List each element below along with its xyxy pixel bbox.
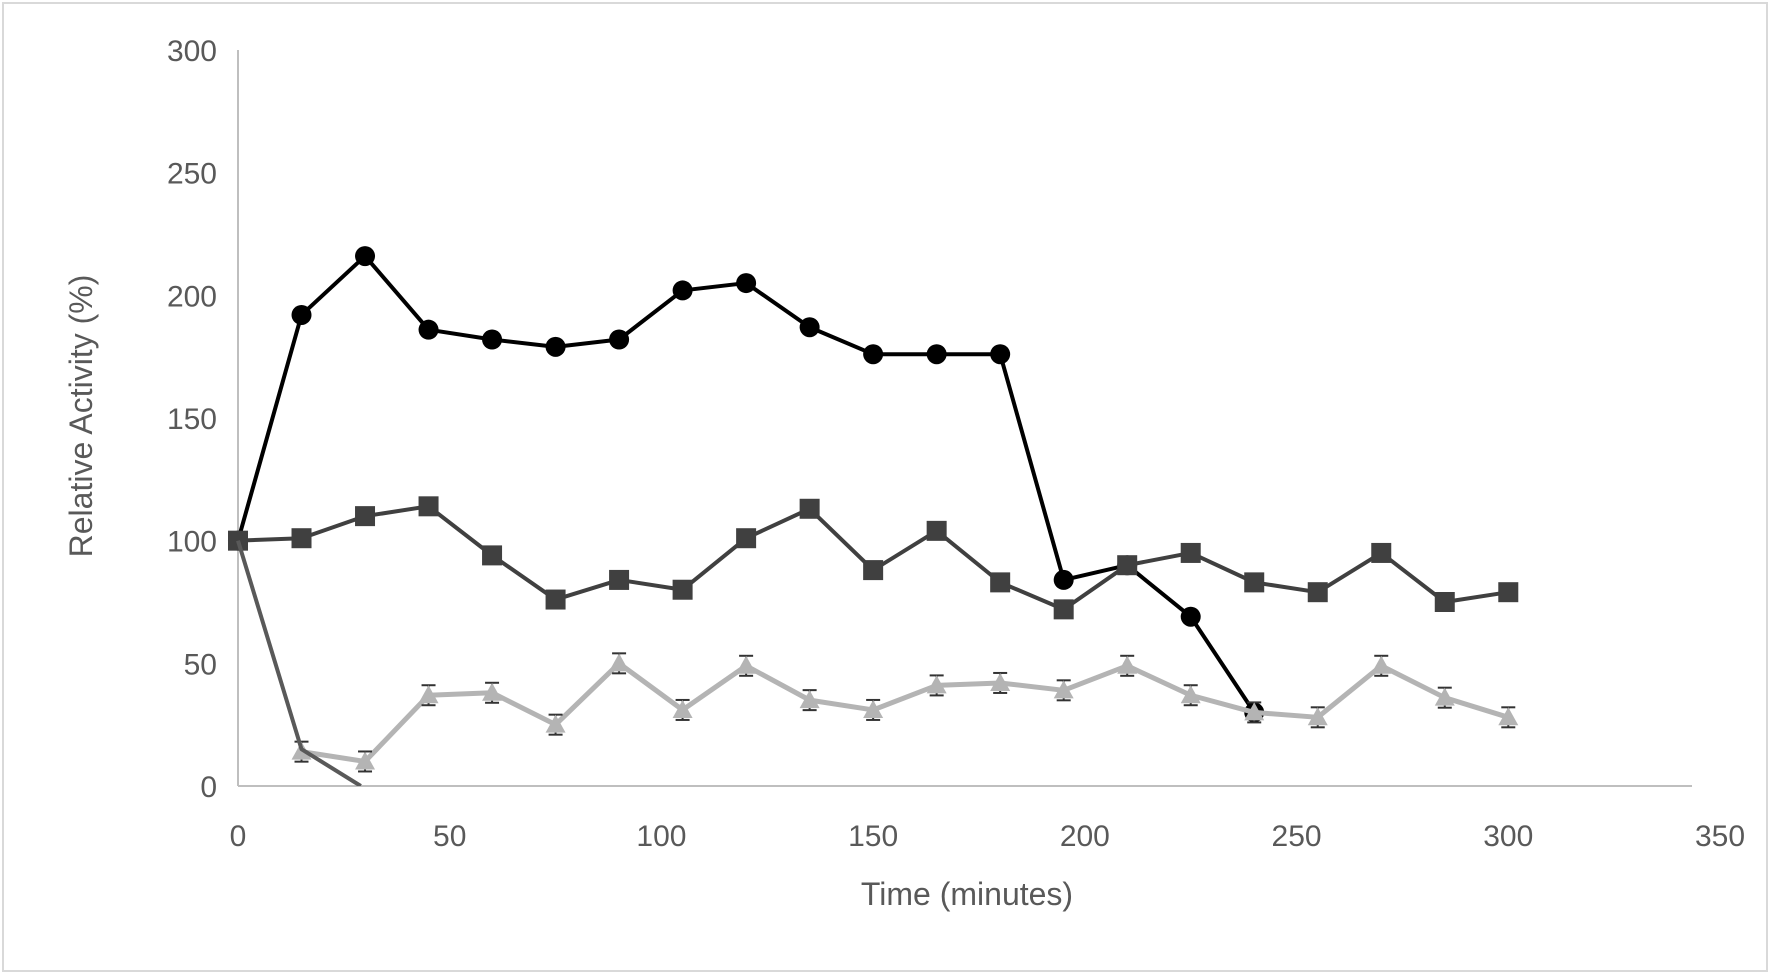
data-point	[1180, 606, 1201, 627]
data-point	[736, 655, 757, 674]
data-point	[545, 589, 566, 610]
y-tick-label: 50	[184, 648, 217, 681]
y-tick-label: 300	[167, 35, 217, 68]
data-point	[355, 751, 376, 770]
series-1	[228, 246, 1265, 723]
axes	[237, 50, 1692, 787]
data-point	[291, 528, 312, 549]
data-point	[672, 699, 693, 718]
data-point	[1498, 582, 1519, 603]
series-layer	[228, 246, 1519, 786]
y-tick-label: 250	[167, 158, 217, 191]
data-point	[418, 319, 439, 340]
data-point	[418, 496, 439, 517]
data-point	[926, 520, 947, 541]
series-2	[228, 496, 1519, 620]
data-point	[609, 653, 630, 672]
x-tick-label: 50	[433, 820, 466, 853]
data-point	[1180, 685, 1201, 704]
data-point	[799, 317, 820, 338]
data-point	[609, 329, 630, 350]
y-tick-label: 0	[200, 771, 217, 804]
data-point	[355, 246, 376, 267]
data-point	[926, 344, 947, 365]
data-point	[1307, 582, 1328, 603]
y-tick-label: 200	[167, 280, 217, 313]
y-axis-title: Relative Activity (%)	[63, 275, 99, 558]
data-point	[1371, 542, 1392, 563]
data-point	[990, 672, 1011, 691]
data-point	[482, 682, 503, 701]
data-point	[1371, 655, 1392, 674]
data-point	[863, 699, 884, 718]
data-point	[672, 579, 693, 600]
x-tick-label: 150	[848, 820, 898, 853]
data-point	[545, 714, 566, 733]
data-point	[990, 572, 1011, 593]
data-point	[1244, 702, 1265, 721]
series-3	[291, 652, 1519, 773]
x-tick-label: 300	[1483, 820, 1533, 853]
data-point	[990, 344, 1011, 365]
data-point	[926, 675, 947, 694]
data-point	[482, 545, 503, 566]
data-point	[355, 506, 376, 527]
x-tick-label: 0	[230, 820, 247, 853]
data-point	[609, 569, 630, 590]
data-point	[1434, 592, 1455, 612]
data-point	[1053, 680, 1074, 699]
y-tick-label: 150	[167, 403, 217, 436]
data-point	[1180, 542, 1201, 563]
data-point	[1244, 572, 1265, 593]
series-3-line	[301, 660, 1510, 764]
data-point	[736, 273, 757, 294]
x-tick-label: 350	[1695, 820, 1745, 853]
data-point	[799, 498, 820, 519]
x-tick-label: 100	[636, 820, 686, 853]
series-4	[236, 540, 362, 786]
data-point	[1053, 569, 1074, 590]
x-tick-label: 250	[1272, 820, 1322, 853]
data-point	[863, 344, 884, 365]
data-point	[545, 336, 566, 357]
data-point	[863, 560, 884, 581]
x-tick-label: 200	[1060, 820, 1110, 853]
data-point	[1117, 555, 1138, 576]
tick-labels: 0 50 100 150 200 250 300 350 0 50 100 150 200 250 300	[167, 35, 1745, 853]
data-point	[291, 304, 312, 325]
data-point	[672, 280, 693, 301]
series-4-line	[236, 540, 362, 786]
data-point	[1117, 655, 1138, 674]
data-point	[1498, 707, 1519, 726]
data-point	[799, 690, 820, 709]
data-point	[418, 685, 439, 704]
data-point	[1307, 707, 1328, 726]
data-point	[736, 528, 757, 549]
data-point	[482, 329, 503, 350]
series-1-line	[236, 254, 1256, 714]
data-point	[1434, 687, 1455, 706]
x-axis-title: Time (minutes)	[861, 876, 1073, 912]
y-tick-label: 100	[167, 526, 217, 559]
data-point	[1053, 599, 1074, 620]
